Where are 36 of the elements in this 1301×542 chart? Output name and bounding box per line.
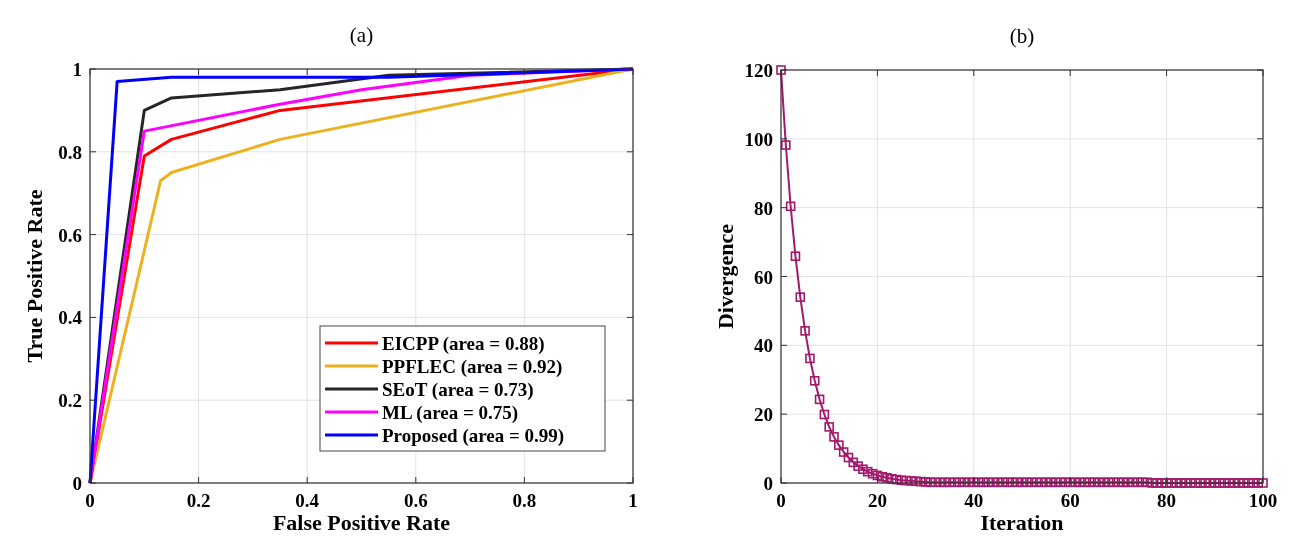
y-tick-label: 0.4 (58, 307, 83, 329)
legend-label: ML (area = 0.75) (382, 402, 519, 424)
x-tick-label: 0.6 (403, 490, 428, 511)
y-axis-title: Divergence (713, 223, 738, 330)
y-tick-label: 100 (744, 128, 773, 150)
legend-label: PPFLEC (area = 0.92) (382, 356, 563, 378)
y-tick-label: 0.6 (58, 224, 82, 246)
y-tick-label: 0 (763, 473, 773, 494)
chart-title: (b) (1009, 24, 1035, 48)
chart-title: (a) (349, 23, 374, 47)
legend-label: SEoT (area = 0.73) (382, 379, 534, 401)
x-tick-label: 40 (964, 490, 984, 511)
x-tick-label: 80 (1157, 490, 1177, 511)
x-tick-label: 60 (1060, 490, 1080, 511)
x-axis-title: Iteration (980, 510, 1064, 535)
y-tick-label: 0.2 (58, 390, 82, 412)
y-tick-label: 1 (72, 59, 82, 80)
x-tick-label: 1 (628, 490, 638, 511)
y-tick-label: 0.8 (58, 141, 82, 163)
y-tick-label: 40 (754, 335, 773, 357)
legend-label: Proposed (area = 0.99) (382, 425, 565, 447)
y-tick-label: 20 (754, 404, 773, 426)
x-tick-label: 0.8 (512, 490, 537, 511)
x-tick-label: 0.4 (295, 490, 320, 511)
y-tick-label: 80 (754, 197, 773, 219)
y-tick-label: 0 (72, 473, 82, 494)
x-tick-label: 0 (85, 490, 95, 511)
legend-label: EICPP (area = 0.88) (382, 333, 545, 355)
y-tick-label: 60 (754, 266, 773, 288)
x-tick-label: 0 (776, 490, 786, 511)
y-axis-title: True Positive Rate (22, 189, 47, 363)
y-tick-label: 120 (744, 60, 773, 81)
x-tick-label: 100 (1248, 490, 1278, 511)
x-tick-label: 20 (867, 490, 887, 511)
x-tick-label: 0.2 (186, 490, 211, 511)
x-axis-title: False Positive Rate (272, 510, 451, 535)
